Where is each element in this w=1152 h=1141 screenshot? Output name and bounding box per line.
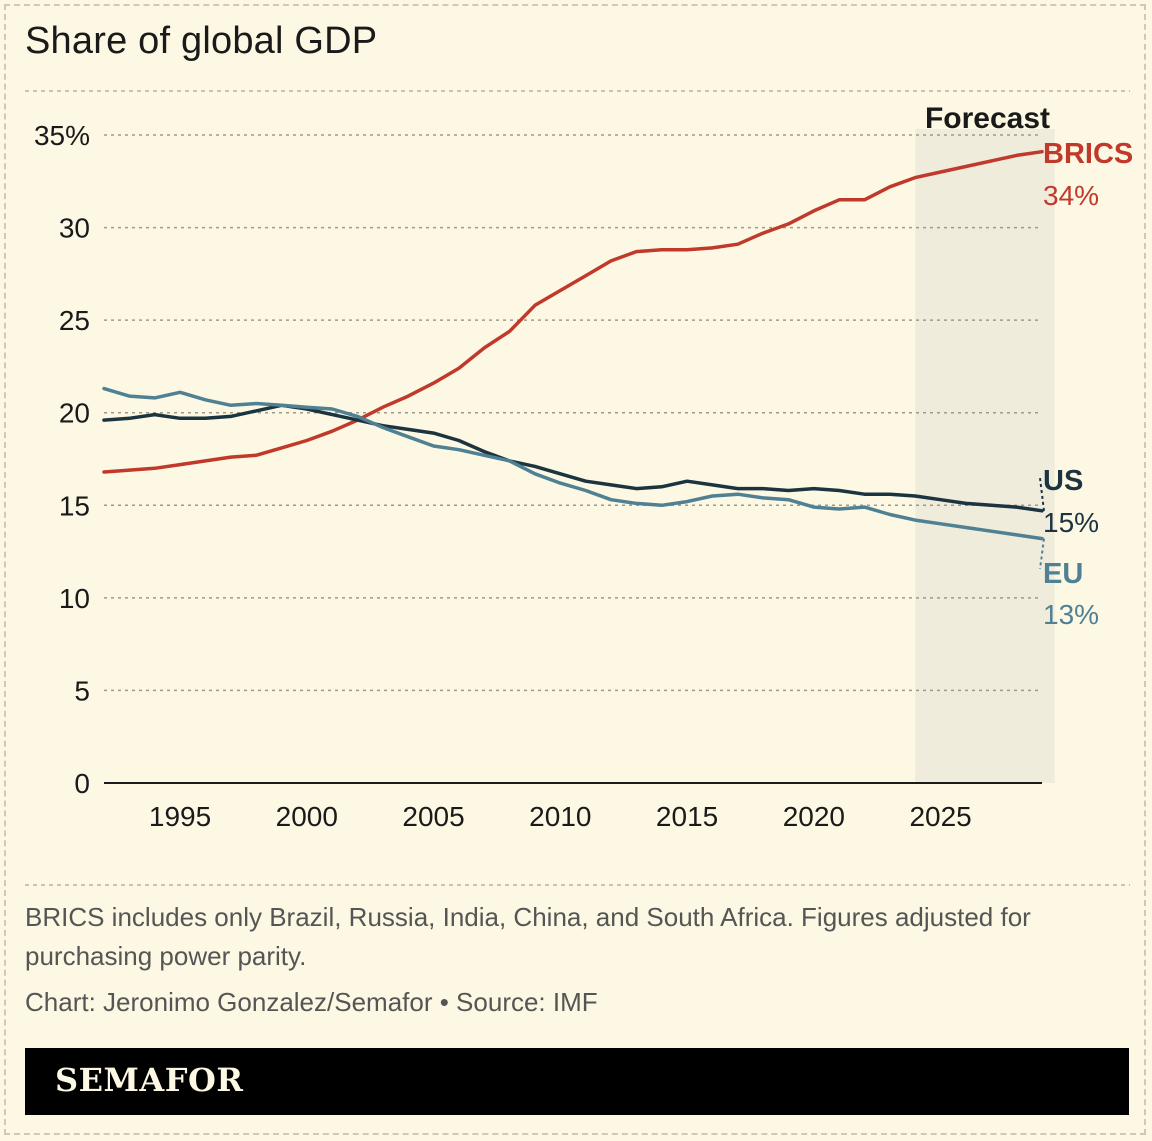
y-tick-label: 15: [59, 490, 90, 521]
grid-lines: [104, 134, 1042, 784]
series-end-labels: BRICS 34% US 15% EU 13%: [1039, 138, 1133, 630]
y-tick-label: 20: [59, 398, 90, 429]
chart-note: BRICS includes only Brazil, Russia, Indi…: [25, 902, 1031, 971]
series-line-us: [102, 403, 1044, 513]
leader-line: [1039, 538, 1045, 570]
y-tick-label: 30: [59, 213, 90, 244]
series-name-label: BRICS: [1043, 138, 1133, 170]
x-tick-label: 2015: [656, 801, 718, 832]
chart-frame: [4, 4, 1146, 1135]
forecast-band: [915, 129, 1055, 783]
x-tick-label: 2000: [276, 801, 338, 832]
chart-title: Share of global GDP: [25, 20, 378, 62]
series-name-label: US: [1043, 465, 1083, 497]
forecast-label: Forecast: [925, 102, 1050, 135]
series-value-label: 15%: [1043, 507, 1099, 538]
x-tick-label: 2020: [783, 801, 845, 832]
y-tick-label: 10: [59, 583, 90, 614]
semafor-logo: SEMAFOR: [55, 1061, 244, 1099]
chart-credit: Chart: Jeronimo Gonzalez/Semafor • Sourc…: [25, 987, 598, 1017]
series-value-label: 13%: [1043, 599, 1099, 630]
y-tick-label: 25: [59, 305, 90, 336]
series-value-label: 34%: [1043, 180, 1099, 211]
x-tick-label: 2010: [529, 801, 591, 832]
x-axis: 1995 2000 2005 2010 2015 2020 2025: [149, 801, 972, 832]
series-name-label: EU: [1043, 558, 1083, 590]
y-tick-label: 5: [74, 675, 90, 706]
x-tick-label: 2025: [909, 801, 971, 832]
y-tick-label: 0: [74, 768, 90, 799]
x-tick-label: 2005: [402, 801, 464, 832]
series-line-brics: [102, 149, 1044, 474]
series-lines: [102, 149, 1044, 541]
x-tick-label: 1995: [149, 801, 211, 832]
y-tick-label: 35%: [34, 120, 90, 151]
y-axis: 0 5 10 15 20 25 30 35%: [34, 120, 90, 799]
brand-bar: SEMAFOR: [25, 1048, 1129, 1115]
series-line-eu: [102, 386, 1044, 541]
